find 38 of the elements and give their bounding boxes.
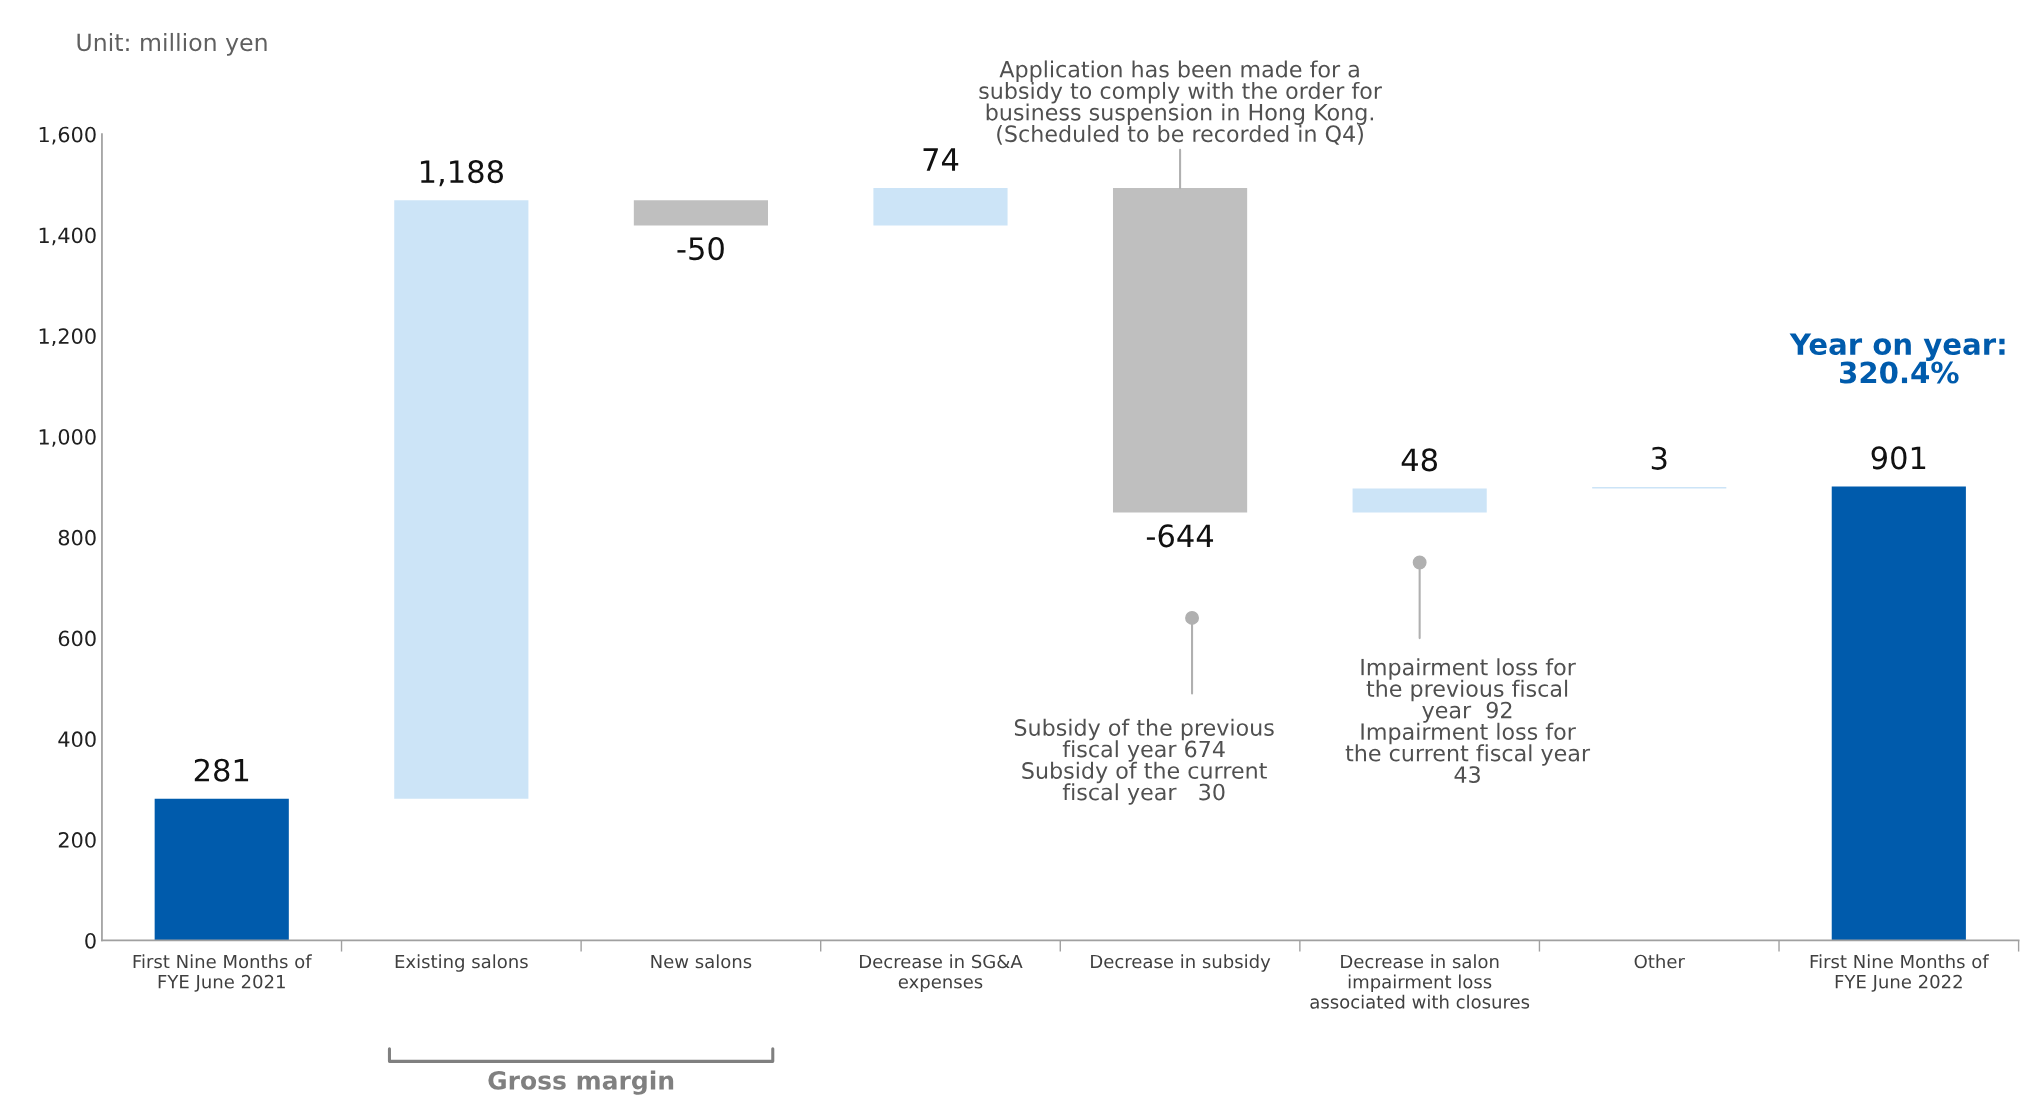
- annotation: Application has been made for a subsidy to comply with the order for business suspension in Hong Kong. (Scheduled to be recorded in Q4): [979, 60, 1382, 145]
- data-label: -50: [677, 237, 724, 261]
- x-tick-label: Decrease in subsidy: [1091, 954, 1271, 972]
- data-label: -644: [1146, 524, 1214, 548]
- y-tick-label: 1,600: [39, 126, 96, 145]
- y-tick-label: 1,200: [39, 328, 96, 347]
- y-tick-label: 1,400: [39, 227, 96, 246]
- bar: [1831, 486, 1966, 941]
- data-label: 3: [1651, 446, 1667, 470]
- data-label: 281: [194, 758, 249, 782]
- data-label: 48: [1401, 448, 1437, 472]
- x-tick-label: First Nine Months of FYE June 2021: [133, 954, 312, 992]
- annotation: Impairment loss for the previous fiscal year 92 Impairment loss for the current fiscal year 43: [1345, 658, 1591, 783]
- text: Gross margin: [488, 1070, 674, 1095]
- annotation: Year on year: 320.4%: [1789, 333, 2005, 384]
- y-tick-label: 1,000: [39, 428, 96, 447]
- y-tick-label: 200: [58, 832, 96, 848]
- x-tick-label: New salons: [651, 954, 752, 969]
- x-tick-label: First Nine Months of FYE June 2022: [1810, 954, 1990, 992]
- annotation: Subsidy of the previous fiscal year 674 Subsidy of the current fiscal year 30: [1014, 718, 1274, 805]
- y-tick-label: 400: [58, 731, 96, 748]
- x-tick-label: Decrease in salon impairment loss associated with closures: [1310, 954, 1530, 1009]
- bar: [1352, 488, 1487, 513]
- data-label: 74: [923, 148, 959, 171]
- x-tick-label: Decrease in SG&A expenses: [860, 954, 1023, 993]
- bar: [873, 188, 1008, 226]
- data-label: 901: [1871, 446, 1926, 470]
- bar: [633, 200, 768, 226]
- y-tick-label: 600: [58, 630, 96, 647]
- data-label: 1,188: [420, 160, 503, 187]
- bar: [154, 798, 289, 941]
- x-tick-label: Other: [1634, 954, 1685, 969]
- y-tick-label: 0: [85, 932, 96, 949]
- bar: [394, 200, 529, 799]
- bar: [1112, 188, 1248, 513]
- y-tick-label: 800: [58, 529, 96, 546]
- text: Unit: million yen: [77, 32, 267, 56]
- x-tick-label: Existing salons: [395, 954, 528, 972]
